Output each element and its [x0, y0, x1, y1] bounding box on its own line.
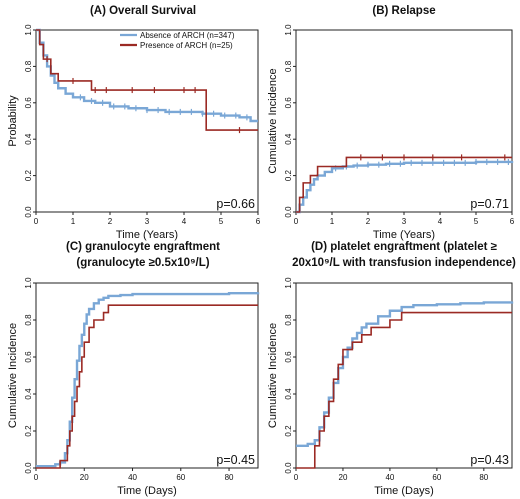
x-tick-label: 1: [330, 217, 335, 226]
p-value: p=0.66: [216, 197, 255, 211]
x-tick-label: 20: [339, 473, 348, 482]
y-tick-label: 0.0: [24, 462, 33, 474]
series-line-presence: [296, 311, 512, 469]
x-tick-label: 60: [176, 473, 185, 482]
x-axis-label: Time (Years): [373, 229, 435, 241]
x-tick-label: 80: [479, 473, 488, 482]
x-tick-label: 1: [71, 217, 76, 226]
y-tick-label: 1.0: [24, 277, 33, 289]
x-tick-label: 6: [510, 217, 515, 226]
plot-frame: [35, 282, 259, 469]
panel-title: (A) Overall Survival: [90, 5, 196, 17]
panel-title: (granulocyte ≥0.5x10⁹/L): [76, 257, 209, 269]
panel-3: (D) platelet engraftment (platelet ≥ 20x1…: [267, 241, 516, 497]
x-tick-label: 6: [256, 217, 261, 226]
series-line-presence: [296, 156, 512, 213]
y-axis-label: Probability: [7, 95, 19, 147]
panel-2: (C) granulocyte engraftment (granulocyte …: [7, 241, 260, 497]
x-tick-label: 3: [145, 217, 150, 226]
series-line-absence: [36, 28, 258, 123]
x-tick-label: 40: [128, 473, 137, 482]
series-line-presence: [36, 304, 258, 469]
y-tick-label: 0.2: [284, 169, 293, 181]
y-axis-label: Cumulative Incidence: [7, 323, 19, 428]
legend-label: Absence of ARCH (n=347): [140, 31, 235, 40]
x-axis-label: Time (Days): [374, 485, 433, 497]
x-tick-label: 20: [80, 473, 89, 482]
y-tick-label: 0.8: [284, 60, 293, 72]
y-tick-label: 0.8: [24, 314, 33, 326]
y-tick-label: 0.6: [284, 97, 293, 109]
x-tick-label: 0: [294, 217, 299, 226]
plot-frame: [295, 29, 513, 213]
y-tick-label: 0.0: [284, 462, 293, 474]
y-tick-label: 1.0: [24, 24, 33, 36]
y-tick-label: 0.6: [24, 351, 33, 363]
p-value: p=0.45: [216, 453, 255, 467]
x-axis-label: Time (Years): [116, 229, 178, 241]
x-tick-label: 0: [34, 217, 39, 226]
series-line-presence: [36, 29, 258, 131]
x-tick-label: 40: [385, 473, 394, 482]
y-tick-label: 0.2: [284, 425, 293, 437]
x-tick-label: 4: [182, 217, 187, 226]
panel-0: (A) Overall Survival 0.0 0.2 0.4 0.6 0.8 1.0 0 1…: [7, 5, 261, 241]
x-tick-label: 3: [402, 217, 407, 226]
plot-frame: [35, 29, 259, 213]
y-tick-label: 0.2: [24, 425, 33, 437]
x-tick-label: 0: [294, 473, 299, 482]
x-tick-label: 2: [108, 217, 113, 226]
x-tick-label: 5: [219, 217, 224, 226]
x-tick-label: 60: [432, 473, 441, 482]
panel-title: 20x10⁹/L with transfusion independence): [292, 257, 516, 269]
y-tick-label: 0.0: [284, 206, 293, 218]
p-value: p=0.71: [470, 197, 509, 211]
y-tick-label: 0.4: [284, 388, 293, 400]
panel-title: (D) platelet engraftment (platelet ≥: [311, 241, 498, 253]
y-tick-label: 0.6: [24, 97, 33, 109]
y-tick-label: 1.0: [284, 277, 293, 289]
y-tick-label: 0.4: [24, 388, 33, 400]
x-tick-label: 0: [34, 473, 39, 482]
x-axis-label: Time (Days): [117, 485, 176, 497]
y-tick-label: 0.2: [24, 169, 33, 181]
panel-title: (C) granulocyte engraftment: [66, 241, 220, 253]
y-tick-label: 0.6: [284, 351, 293, 363]
p-value: p=0.43: [470, 453, 509, 467]
x-tick-label: 5: [474, 217, 479, 226]
y-tick-label: 0.8: [284, 314, 293, 326]
panel-1: (B) Relapse 0.0 0.2 0.4 0.6 0.8 1.0 0 1 2 3 4 5 6 Time…: [267, 5, 515, 241]
y-tick-label: 0.8: [24, 60, 33, 72]
x-tick-label: 4: [438, 217, 443, 226]
y-tick-label: 0.4: [24, 133, 33, 145]
legend-label: Presence of ARCH (n=25): [140, 41, 233, 50]
x-tick-label: 2: [366, 217, 371, 226]
y-tick-label: 0.0: [24, 206, 33, 218]
y-tick-label: 1.0: [284, 24, 293, 36]
x-tick-label: 80: [225, 473, 234, 482]
y-tick-label: 0.4: [284, 133, 293, 145]
y-axis-label: Cumulative Incidence: [267, 323, 279, 428]
series-line-absence: [296, 160, 514, 214]
y-axis-label: Cumulative Incidence: [267, 68, 279, 173]
panel-title: (B) Relapse: [372, 5, 435, 17]
plot-frame: [295, 282, 513, 469]
legend: Absence of ARCH (n=347)Presence of ARCH …: [120, 31, 235, 50]
series-line-absence: [296, 301, 514, 447]
